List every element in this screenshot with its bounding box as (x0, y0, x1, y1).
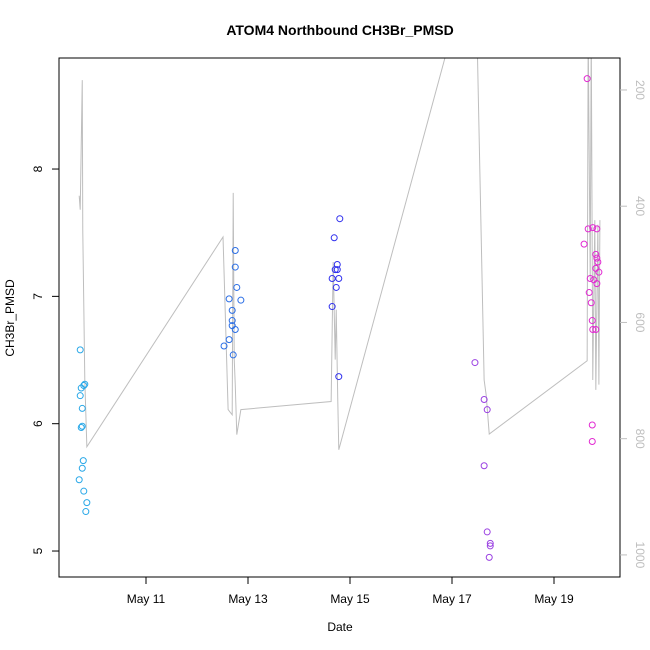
plot-area (75, 58, 603, 561)
y2-tick-label: 200 (633, 80, 647, 100)
y-tick-label: 8 (31, 165, 45, 172)
point (331, 266, 339, 274)
point (583, 75, 591, 83)
y-axis-label: CH3Br_PMSD (3, 279, 17, 357)
x-tick-label: May 17 (432, 592, 472, 606)
point (586, 275, 594, 283)
x-tick-label: May 11 (127, 592, 166, 606)
point (588, 421, 596, 429)
point (77, 424, 85, 432)
point (471, 359, 479, 367)
point (82, 508, 90, 516)
point (486, 539, 494, 547)
point (587, 299, 595, 307)
point (78, 464, 86, 472)
point (486, 542, 494, 550)
point (231, 263, 239, 271)
point (228, 317, 236, 325)
y-tick-label: 6 (31, 420, 45, 427)
point (81, 380, 89, 388)
x-tick-label: May 15 (330, 592, 370, 606)
point (76, 392, 84, 400)
point (231, 325, 239, 333)
point (593, 225, 601, 233)
point (588, 317, 596, 325)
point (229, 351, 237, 359)
pressure-line (78, 58, 601, 450)
y-tick-label: 5 (31, 547, 45, 554)
point (76, 346, 84, 354)
point (335, 373, 343, 381)
point (336, 215, 344, 223)
point (588, 438, 596, 446)
point (228, 306, 236, 314)
point (78, 404, 86, 412)
point (485, 553, 493, 561)
x-tick-label: May 19 (534, 592, 574, 606)
point (330, 234, 338, 242)
point (335, 275, 343, 283)
point (80, 381, 88, 389)
x-tick-label: May 13 (228, 592, 268, 606)
point (332, 283, 340, 291)
point (595, 268, 603, 276)
point (83, 499, 91, 507)
y2-tick-label: 1000 (633, 542, 647, 569)
point (592, 250, 600, 258)
point (593, 254, 601, 262)
point (225, 336, 233, 344)
y-tick-label: 7 (31, 293, 45, 300)
plot-frame (58, 57, 621, 578)
point (592, 325, 600, 333)
point (79, 457, 87, 465)
point (594, 258, 602, 266)
point (333, 266, 341, 274)
point (220, 342, 228, 350)
point (584, 225, 592, 233)
point (580, 240, 588, 248)
point (585, 289, 593, 297)
point (237, 296, 245, 304)
point (480, 462, 488, 470)
point (589, 325, 597, 333)
point (593, 280, 601, 288)
point (78, 422, 86, 430)
point (75, 476, 83, 484)
point (480, 396, 488, 404)
point (483, 406, 491, 414)
point (225, 295, 233, 303)
point (233, 283, 241, 291)
x-axis-label: Date (327, 620, 353, 634)
point (328, 303, 336, 311)
y2-tick-label: 400 (633, 196, 647, 216)
point (328, 275, 336, 283)
y2-tick-label: 600 (633, 312, 647, 332)
point (589, 224, 597, 232)
chart-title: ATOM4 Northbound CH3Br_PMSD (226, 22, 453, 38)
point (80, 487, 88, 495)
point (483, 528, 491, 536)
y2-tick-label: 800 (633, 429, 647, 449)
point (231, 247, 239, 255)
